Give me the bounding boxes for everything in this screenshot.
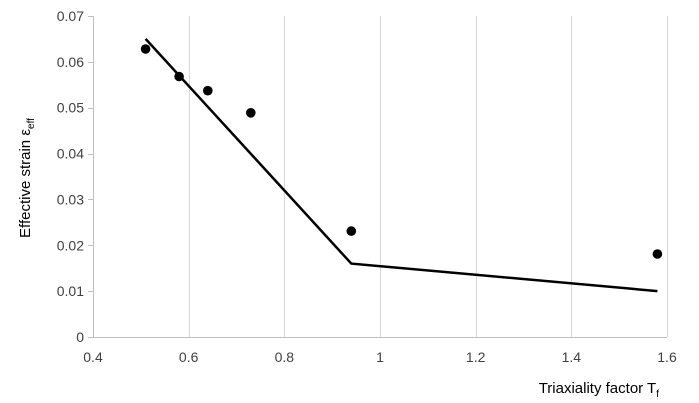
grid <box>189 16 668 337</box>
x-tick-label: 0.6 <box>179 349 199 365</box>
y-axis-title-main: Effective strain ε <box>17 129 34 238</box>
x-axis-title-main: Triaxiality factor T <box>539 380 657 397</box>
y-tick-label: 0.06 <box>57 54 84 70</box>
y-tick-label: 0.04 <box>57 146 84 162</box>
x-tick-label: 1 <box>376 349 384 365</box>
data-point <box>140 44 151 54</box>
x-tick-label: 1.2 <box>466 349 486 365</box>
y-tick-label: 0.05 <box>57 100 84 116</box>
x-axis-title: Triaxiality factor Tf <box>539 380 660 400</box>
data-point <box>203 85 213 96</box>
plot-series <box>140 38 663 293</box>
y-tick-label: 0.03 <box>57 191 84 207</box>
y-axis-title-subscript: eff <box>26 118 37 129</box>
data-point <box>346 226 357 236</box>
x-tick-label: 1.4 <box>562 349 582 365</box>
x-tick-label: 0.8 <box>275 349 295 365</box>
x-axis-title-subscript: f <box>656 389 659 400</box>
y-tick-label: 0.01 <box>57 283 84 299</box>
x-tick-labels: 0.4 0.6 0.8 1 1.2 1.4 1.6 <box>83 349 677 365</box>
y-tick-labels: 0 0.01 0.02 0.03 0.04 0.05 0.06 0.07 <box>57 8 84 345</box>
x-tick-label: 1.6 <box>657 349 677 365</box>
data-point <box>246 108 256 118</box>
data-point <box>652 249 663 259</box>
y-tick-label: 0.02 <box>57 237 84 253</box>
y-tick-label: 0 <box>76 329 84 345</box>
axes <box>88 16 667 338</box>
x-tick-label: 0.4 <box>83 349 103 365</box>
y-tick-label: 0.07 <box>57 8 84 24</box>
y-axis-title: Effective strain εeff <box>17 118 37 238</box>
fit-line <box>144 38 658 293</box>
